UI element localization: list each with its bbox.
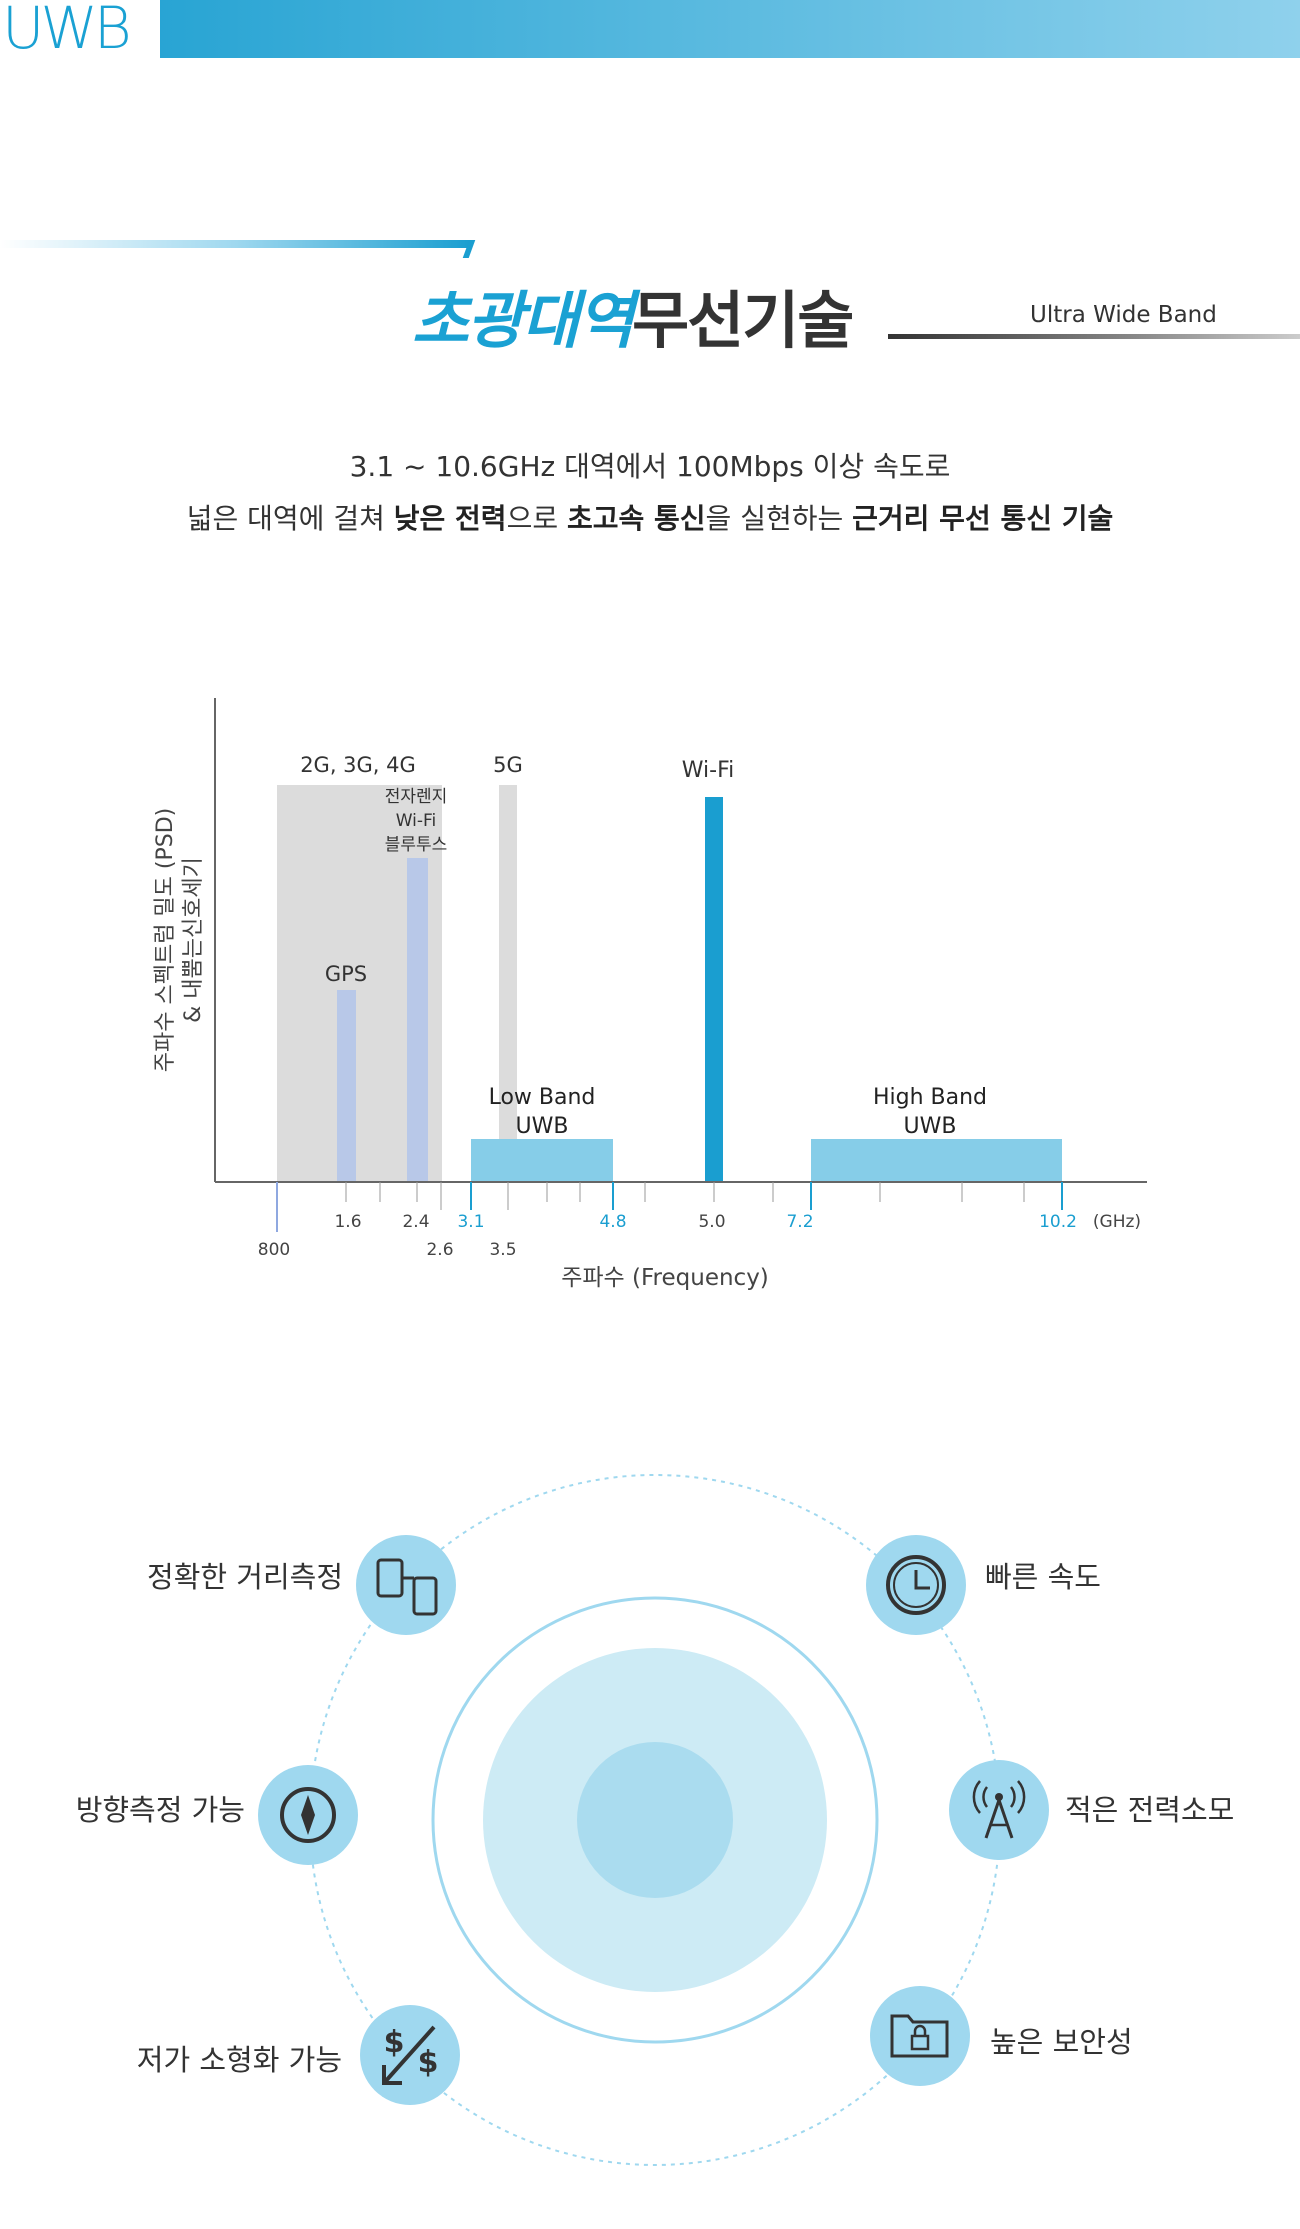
tick-label: 3.5 [489,1240,516,1260]
arrow-line [382,2025,436,2085]
lock-shackle [913,2024,927,2036]
label-bluetooth: 블루투스 [385,835,448,855]
tick-label: 2.6 [426,1240,453,1260]
desc-part: 으로 [506,502,567,535]
desc-emphasis: 낮은 전력 [393,502,507,535]
feature-label-security: 높은 보안성 [990,2025,1133,2059]
dollar-down-icon: $ $ [360,2005,460,2105]
x-axis-label: 주파수 (Frequency) [561,1265,769,1291]
feature-label-direction: 방향측정 가능 [75,1793,245,1827]
compass-icon [258,1765,358,1865]
bar-2-4ghz [407,858,428,1182]
tick-label: 7.2 [786,1212,813,1232]
antenna-icon [949,1760,1049,1860]
top-banner [0,0,1300,58]
features-diagram: $ $ [258,1474,1049,2166]
tick-label: 1.6 [334,1212,361,1232]
lock-body [910,2034,930,2051]
label-wifi-24: Wi-Fi [396,811,437,831]
description-line-2: 넓은 대역에 걸쳐 낮은 전력으로 초고속 통신을 실현하는 근거리 무선 통신… [0,497,1300,537]
feature-label-speed: 빠른 속도 [985,1560,1101,1594]
feature-label-distance: 정확한 거리측정 [147,1560,343,1594]
label-high-band: High Band [873,1085,987,1110]
desc-part: 을 실현하는 [705,502,853,535]
accent-tick-labels: 3.1 4.8 7.2 10.2 [457,1212,1076,1232]
accent-ticks [470,1182,1063,1210]
tick-label: 4.8 [599,1212,626,1232]
unit-label: (GHz) [1093,1212,1141,1232]
description-line-1: 3.1 ~ 10.6GHz 대역에서 100Mbps 이상 속도로 [349,450,951,483]
folder-shape [890,2014,949,2058]
frequency-chart: 800 1.6 2.4 2.6 3.5 5.0 (GHz) 3.1 4.8 7.… [153,698,1147,1291]
band-high-uwb [811,1139,1062,1182]
label-5g: 5G [493,753,523,777]
lock-folder-icon [870,1986,970,2086]
label-wifi: Wi-Fi [682,758,735,783]
dollar-sign: $ [384,2025,405,2060]
desc-emphasis: 근거리 무선 통신 기술 [852,502,1114,535]
minor-ticks [345,1182,1025,1210]
tick-label: 5.0 [698,1212,725,1232]
y-axis-label-1: 주파수 스펙트럼 밀도 (PSD) [153,808,178,1072]
arrow-head [382,2065,402,2085]
label-gps: GPS [325,962,367,986]
logo: UWB [0,0,160,62]
tick-label: 10.2 [1039,1212,1077,1232]
desc-emphasis: 초고속 통신 [566,502,706,535]
signal-waves [972,1780,1026,1814]
y-axis-label-2: & 내뿜는신호세기 [181,857,206,1023]
feature-label-power: 적은 전력소모 [1065,1793,1235,1827]
devices-icon [356,1535,456,1635]
clock-face [886,1555,946,1615]
tick-labels: 800 1.6 2.4 2.6 3.5 5.0 (GHz) [258,1212,1141,1260]
clock-inner [893,1562,939,1608]
compass-needle [301,1795,315,1835]
page-title: 초광대역무선기술 [412,270,854,360]
clock-hands [914,1570,930,1590]
bar-gps [337,990,356,1182]
label-low-uwb: UWB [516,1114,569,1139]
title-main-text: 무선기술 [632,284,854,357]
tick-label: 800 [258,1240,290,1260]
tick-label: 2.4 [402,1212,429,1232]
label-microwave: 전자렌지 [385,787,448,807]
logo-text: UWB [2,0,132,62]
icon-circle [949,1760,1049,1860]
feature-label-low-cost: 저가 소형화 가능 [136,2043,342,2077]
label-low-band: Low Band [489,1085,596,1110]
title-accent: 초광대역 [412,284,634,357]
label-2g3g4g: 2G, 3G, 4G [300,753,416,777]
label-high-uwb: UWB [904,1114,957,1139]
decorative-line [0,240,470,248]
tick-label: 3.1 [457,1212,484,1232]
band-low-uwb [471,1139,613,1182]
title-subtitle: Ultra Wide Band [1030,302,1217,328]
compass-ring [280,1787,336,1843]
bar-wifi-5ghz [705,797,723,1182]
icon-circle [356,1535,456,1635]
dollar-sign: $ [418,2045,439,2080]
desc-part: 넓은 대역에 걸쳐 [186,502,394,535]
device-shape [412,1576,438,1616]
band-labels: 2G, 3G, 4G 5G GPS 전자렌지 Wi-Fi 블루투스 Wi-Fi … [300,753,987,1139]
clock-icon [866,1535,966,1635]
inner-circle [577,1742,733,1898]
title-underline [888,334,1300,339]
band-5g [499,785,517,1182]
outer-ring [431,1596,879,2044]
